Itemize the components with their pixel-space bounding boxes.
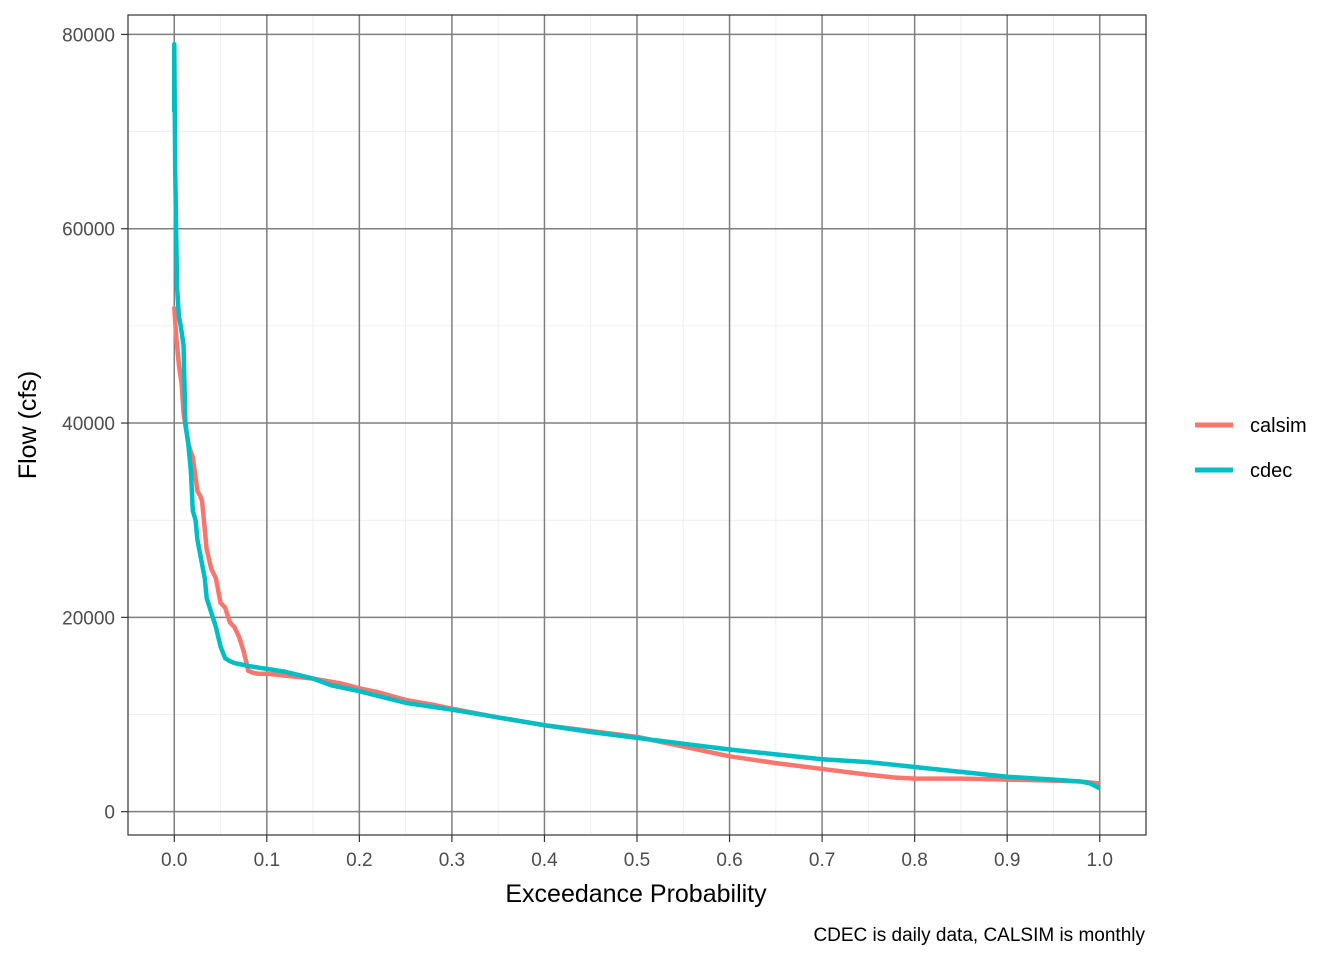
y-tick-label: 20000 (62, 608, 115, 629)
x-tick-label: 0.2 (346, 850, 372, 871)
x-tick-label: 0.7 (809, 850, 835, 871)
y-tick-labels: 0 20000 40000 60000 80000 (62, 25, 115, 823)
series-line-calsim (172, 306, 1100, 786)
y-tick-label: 60000 (62, 220, 115, 241)
series-layer (172, 41, 1101, 791)
x-axis-title: Exceedance Probability (505, 880, 767, 908)
x-tick-label: 0.6 (716, 850, 742, 871)
x-tick-label: 0.0 (161, 850, 187, 871)
axis-ticks (121, 33, 1101, 842)
x-tick-label: 0.4 (531, 850, 558, 871)
legend-label-cdec: cdec (1250, 460, 1292, 482)
grid-major (128, 15, 1146, 835)
x-tick-label: 1.0 (1087, 850, 1113, 871)
x-tick-label: 0.1 (254, 850, 280, 871)
x-tick-label: 0.5 (624, 850, 650, 871)
y-tick-label: 40000 (62, 414, 115, 435)
y-tick-label: 80000 (62, 25, 115, 46)
legend: calsim cdec (1195, 415, 1307, 482)
x-tick-label: 0.9 (994, 850, 1020, 871)
chart-caption: CDEC is daily data, CALSIM is monthly (813, 925, 1145, 946)
y-axis-title: Flow (cfs) (14, 371, 42, 479)
x-tick-label: 0.8 (901, 850, 927, 871)
x-tick-label: 0.3 (439, 850, 465, 871)
series-line-cdec (172, 41, 1101, 791)
y-tick-label: 0 (104, 803, 115, 824)
legend-label-calsim: calsim (1250, 415, 1307, 437)
x-tick-labels: 0.0 0.1 0.2 0.3 0.4 0.5 0.6 0.7 0.8 0.9 1.0 (161, 850, 1113, 871)
